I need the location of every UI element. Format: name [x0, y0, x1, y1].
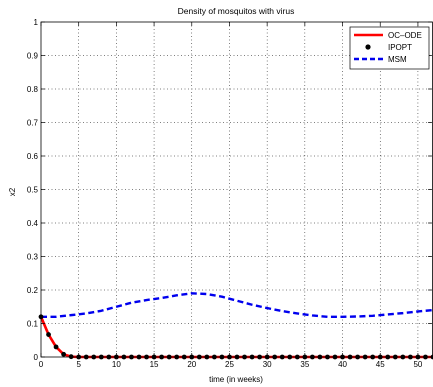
- x-tick-label: 45: [376, 360, 385, 369]
- legend-label-oc-ode: OC–ODE: [388, 31, 422, 40]
- legend: OC–ODE IPOPT MSM: [349, 26, 430, 70]
- x-tick-label: 15: [150, 360, 159, 369]
- series-layer: [38, 292, 433, 360]
- legend-swatch-ipopt: [365, 44, 371, 50]
- x-tick-label: 25: [225, 360, 234, 369]
- y-tick-label: 0.3: [27, 253, 39, 262]
- x-tick-label: 0: [39, 360, 44, 369]
- y-tick-label: 0.6: [27, 152, 39, 161]
- x-tick-label: 10: [112, 360, 121, 369]
- x-tick-label: 20: [187, 360, 196, 369]
- y-tick-label: 0.4: [27, 219, 39, 228]
- legend-label-ipopt: IPOPT: [388, 43, 412, 52]
- series-line-msm: [41, 292, 433, 318]
- series-line-oc-ode: [39, 316, 433, 359]
- legend-label-msm: MSM: [388, 55, 407, 64]
- y-tick-label: 0.2: [27, 286, 39, 295]
- y-axis-title: x2: [8, 187, 17, 196]
- x-tick-label: 50: [413, 360, 422, 369]
- y-tick-label: 0: [34, 353, 39, 362]
- y-tick-label: 0.8: [27, 85, 39, 94]
- y-tick-label: 0.5: [27, 186, 39, 195]
- data-point-ipopt: [53, 344, 59, 350]
- data-point-ipopt: [61, 351, 67, 357]
- y-tick-label: 0.9: [27, 52, 39, 61]
- tick-marks: [40, 21, 432, 358]
- x-tick-label: 35: [300, 360, 309, 369]
- y-tick-label: 0.1: [27, 320, 39, 329]
- grid: [41, 22, 433, 357]
- y-tick-labels: 0 0.1 0.2 0.3 0.4 0.5 0.6 0.7 0.8 0.9 1: [27, 18, 39, 362]
- series-ipopt: [38, 314, 433, 360]
- chart-title: Density of mosquitos with virus: [178, 6, 295, 16]
- y-tick-label: 0.7: [27, 119, 39, 128]
- x-tick-label: 5: [76, 360, 81, 369]
- data-point-ipopt: [46, 332, 51, 337]
- y-tick-label: 1: [34, 18, 39, 27]
- x-tick-label: 30: [263, 360, 272, 369]
- x-tick-label: 40: [338, 360, 347, 369]
- x-tick-labels: 0 5 10 15 20 25 30 35 40 45 50: [39, 360, 423, 369]
- x-axis-title: time (in weeks): [209, 375, 263, 384]
